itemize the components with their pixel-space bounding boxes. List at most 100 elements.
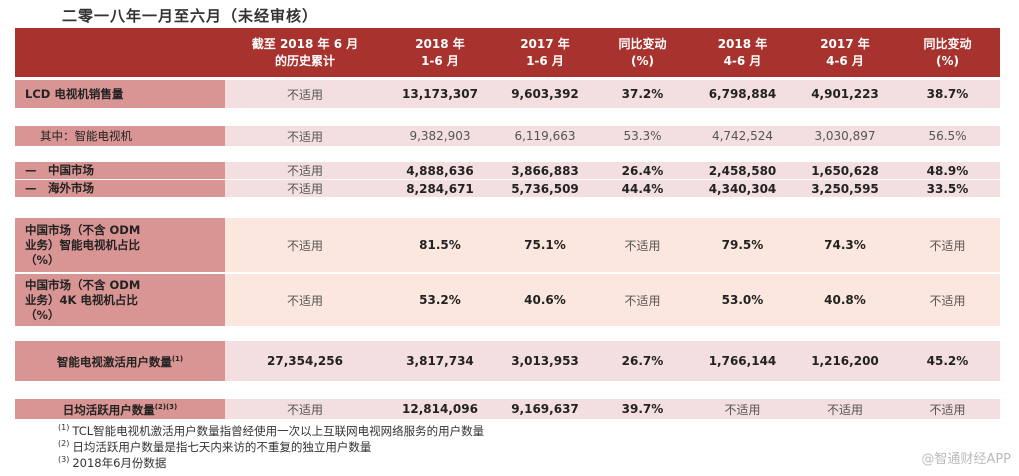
cell: 26.4% (621, 163, 664, 178)
cell: 26.7% (621, 354, 664, 368)
cell: 1,766,144 (708, 354, 777, 368)
header-cell: 2017 年 1-6 月 (495, 28, 595, 77)
label-line: — 海外市场 (25, 181, 94, 195)
label-line: 日均活跃用户数量(2)(3) (62, 402, 178, 417)
row-bg (225, 126, 1000, 146)
cell: 6,798,884 (708, 87, 777, 101)
row-label: LCD 电视机销售量 (15, 80, 225, 108)
header-cell: 同比变动 (%) (895, 28, 1000, 77)
header-line: 2018 年 (415, 36, 465, 51)
cell: 9,603,392 (511, 87, 579, 101)
cell: 8,284,671 (406, 181, 474, 196)
cell: 40.8% (824, 293, 866, 307)
footnote-mark: (3) (58, 455, 70, 465)
label-line: （%） (25, 252, 60, 267)
cell: 33.5% (926, 181, 969, 196)
header-line: 2017 年 (820, 36, 870, 51)
header-cell: 截至 2018 年 6 月的历史累计 (225, 28, 385, 77)
header-line: 同比变动 (923, 36, 972, 51)
footnote-mark: (1) (58, 423, 70, 433)
row-label: 其中：智能电视机 (15, 126, 225, 146)
watermark: @智通财经APP (921, 452, 1011, 467)
row-label: 日均活跃用户数量(2)(3) (15, 399, 225, 419)
row-label: 智能电视激活用户数量(1) (15, 341, 225, 381)
footnote-mark: (2) (58, 439, 70, 449)
row-bg (225, 341, 1000, 381)
row-bg (225, 399, 1000, 419)
footnote: (1) TCL智能电视机激活用户数量指曾经使用一次以上互联网电视网络服务的用户数量 (58, 423, 484, 439)
cell: 不适用 (286, 293, 323, 308)
row-label: — 海外市场 (15, 180, 225, 197)
cell: 5,736,509 (511, 181, 579, 196)
label-line: — 中国市场 (25, 163, 94, 177)
row-label: 中国市场（不含 ODM 业务）4K 电视机占比 （%） (15, 274, 225, 326)
cell: 3,013,953 (511, 354, 579, 368)
cell: 56.5% (928, 129, 967, 143)
cell: 1,216,200 (811, 354, 879, 368)
cell: 4,340,304 (708, 181, 777, 196)
cell: 53.2% (419, 293, 461, 307)
cell: 53.0% (721, 293, 764, 307)
footnote-ref: (2)(3) (154, 403, 178, 412)
row-label: — 中国市场 (15, 162, 225, 179)
header-bar (15, 28, 1000, 77)
header-line: 4-6 月 (723, 53, 762, 68)
label-line: 业务）智能电视机占比 (25, 237, 140, 252)
cell: 3,817,734 (406, 354, 474, 368)
header-line: (%) (936, 53, 959, 68)
header-line: 2018 年 (717, 36, 768, 51)
cell: 不适用 (929, 293, 966, 308)
row-bg (225, 180, 1000, 197)
cell: 39.7% (621, 402, 664, 416)
cell: 81.5% (419, 238, 461, 252)
cell: 3,866,883 (511, 163, 579, 178)
header-line: 截至 2018 年 6 月 (251, 36, 359, 51)
cell: 37.2% (621, 87, 664, 101)
label-line: 其中：智能电视机 (40, 128, 132, 143)
cell: 不适用 (826, 402, 863, 417)
row-label: 中国市场（不含 ODM 业务）智能电视机占比 （%） (15, 218, 225, 272)
cell: 3,030,897 (814, 129, 876, 143)
header-line: 同比变动 (618, 36, 667, 51)
cell: 不适用 (624, 293, 661, 308)
cell: 不适用 (286, 182, 323, 196)
cell: 4,742,524 (711, 129, 774, 143)
header-line: 2017 年 (520, 36, 570, 51)
header-cell: 2017 年 4-6 月 (795, 28, 895, 77)
header-cell: 2018 年 1-6 月 (385, 28, 495, 77)
cell: 4,888,636 (406, 163, 474, 178)
cell: 9,382,903 (409, 129, 471, 143)
cell: 79.5% (721, 238, 764, 252)
cell: 不适用 (286, 164, 323, 178)
cell: 9,169,637 (511, 402, 579, 416)
label-line: 中国市场（不含 ODM (25, 277, 141, 292)
cell: 12,814,096 (402, 402, 478, 416)
cell: 不适用 (624, 238, 661, 253)
cell: 不适用 (724, 402, 761, 417)
row-bg (225, 218, 1000, 272)
row-bg (225, 80, 1000, 108)
label-line: 中国市场（不含 ODM (25, 222, 141, 237)
header-cell: 2018 年 4-6 月 (690, 28, 795, 77)
label-line: LCD 电视机销售量 (25, 86, 124, 101)
cell: 不适用 (929, 402, 966, 417)
cell: 不适用 (286, 87, 323, 102)
header-line: 4-6 月 (826, 53, 864, 68)
footnote-text: 日均活跃用户数量是指七天内来访的不重复的独立用户数量 (72, 440, 372, 454)
cell: 不适用 (286, 238, 323, 253)
cell: 75.1% (524, 238, 566, 252)
cell: 45.2% (926, 354, 969, 368)
cell: 不适用 (286, 402, 323, 417)
row-bg (225, 274, 1000, 326)
cell: 48.9% (926, 163, 969, 178)
footnote: (2) 日均活跃用户数量是指七天内来访的不重复的独立用户数量 (58, 439, 371, 455)
cell: 38.7% (926, 87, 969, 101)
cell: 53.3% (623, 129, 662, 143)
cell: 不适用 (286, 129, 323, 144)
cell: 40.6% (524, 293, 566, 307)
header-line: 的历史累计 (274, 53, 335, 68)
cell: 6,119,663 (514, 129, 576, 143)
label-line: （%） (25, 307, 60, 322)
cell: 2,458,580 (708, 163, 777, 178)
